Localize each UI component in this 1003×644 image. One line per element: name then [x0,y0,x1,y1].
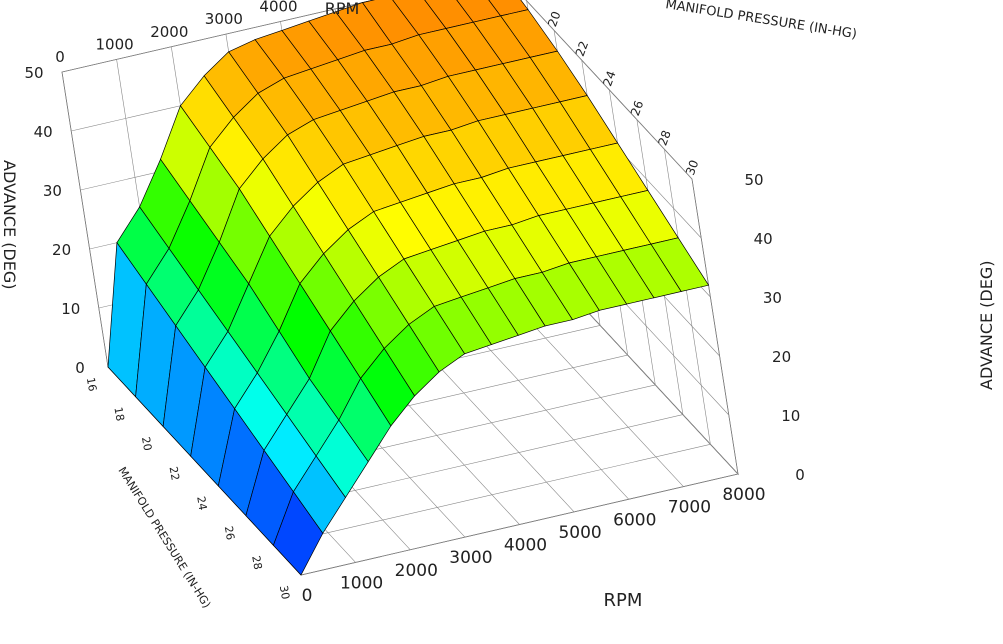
wall-grid-pressure [664,149,711,445]
wall-grid-rpm [61,71,109,368]
pressure-tick-left: 20 [139,436,154,452]
pressure-tick-left: 18 [111,406,126,422]
advance-surface [107,0,710,576]
rpm-tick-bottom: 0 [302,586,313,606]
rpm-tick-top: 4000 [259,0,297,16]
advance-axis-title-right: ADVANCE (DEG) [977,261,996,391]
rpm-tick-top: 2000 [150,23,188,41]
advance-tick-left: 50 [24,64,43,82]
advance-axis-title-left: ADVANCE (DEG) [0,160,19,290]
advance-tick-right: 50 [744,171,763,189]
advance-tick-right: 30 [763,289,782,307]
advance-tick-left: 20 [52,241,71,259]
pressure-axis-title-top: MANIFOLD PRESSURE (IN-HG) [664,0,857,42]
advance-tick-left: 40 [34,123,53,141]
pressure-tick-left: 28 [249,555,264,571]
floor-grid-pressure [300,473,739,576]
advance-tick-left: 0 [75,359,85,377]
pressure-tick-left: 30 [277,584,292,600]
tick-labels: 0010001000200020003000300040004000500050… [24,0,804,606]
pressure-tick-top: 22 [573,39,591,58]
floor-grid-pressure [273,444,711,546]
pressure-tick-left: 16 [84,376,99,392]
surface-cell [272,491,324,576]
pressure-tick-left: 22 [167,465,182,481]
rpm-tick-top: 1000 [96,35,134,53]
rpm-tick-bottom: 5000 [558,523,601,543]
wall-grid-pressure [691,178,739,475]
pressure-tick-left: 26 [222,525,237,541]
pressure-tick-top: 20 [545,9,563,28]
rpm-tick-bottom: 2000 [395,561,438,581]
pressure-axis-title-left: MANIFOLD PRESSURE (IN-HG) [115,465,213,611]
pressure-tick-top: 30 [683,158,701,177]
pressure-tick-top: 24 [600,69,618,88]
advance-tick-left: 30 [43,182,62,200]
pressure-tick-top: 26 [628,99,646,118]
rpm-axis-title-top: RPM [325,0,360,18]
rpm-tick-top: 3000 [205,10,243,28]
rpm-tick-bottom: 1000 [340,573,383,593]
pressure-tick-left: 24 [194,495,209,511]
rpm-tick-bottom: 4000 [504,536,547,556]
pressure-tick-top: 28 [655,128,673,147]
rpm-tick-top: 5000 [314,0,352,3]
advance-tick-right: 20 [772,348,791,366]
rpm-tick-top: 0 [55,48,65,66]
advance-tick-left: 10 [61,300,80,318]
advance-tick-right: 10 [781,407,800,425]
wall-grid-advance [61,0,375,73]
rpm-tick-bottom: 8000 [722,485,765,505]
rpm-tick-bottom: 6000 [613,510,656,530]
advance-tick-right: 0 [795,466,805,484]
rpm-tick-bottom: 3000 [449,548,492,568]
rpm-tick-bottom: 7000 [668,498,711,518]
rpm-axis-title-bottom: RPM [604,590,643,611]
wall-grid-advance [525,0,693,180]
advance-tick-right: 40 [754,230,773,248]
